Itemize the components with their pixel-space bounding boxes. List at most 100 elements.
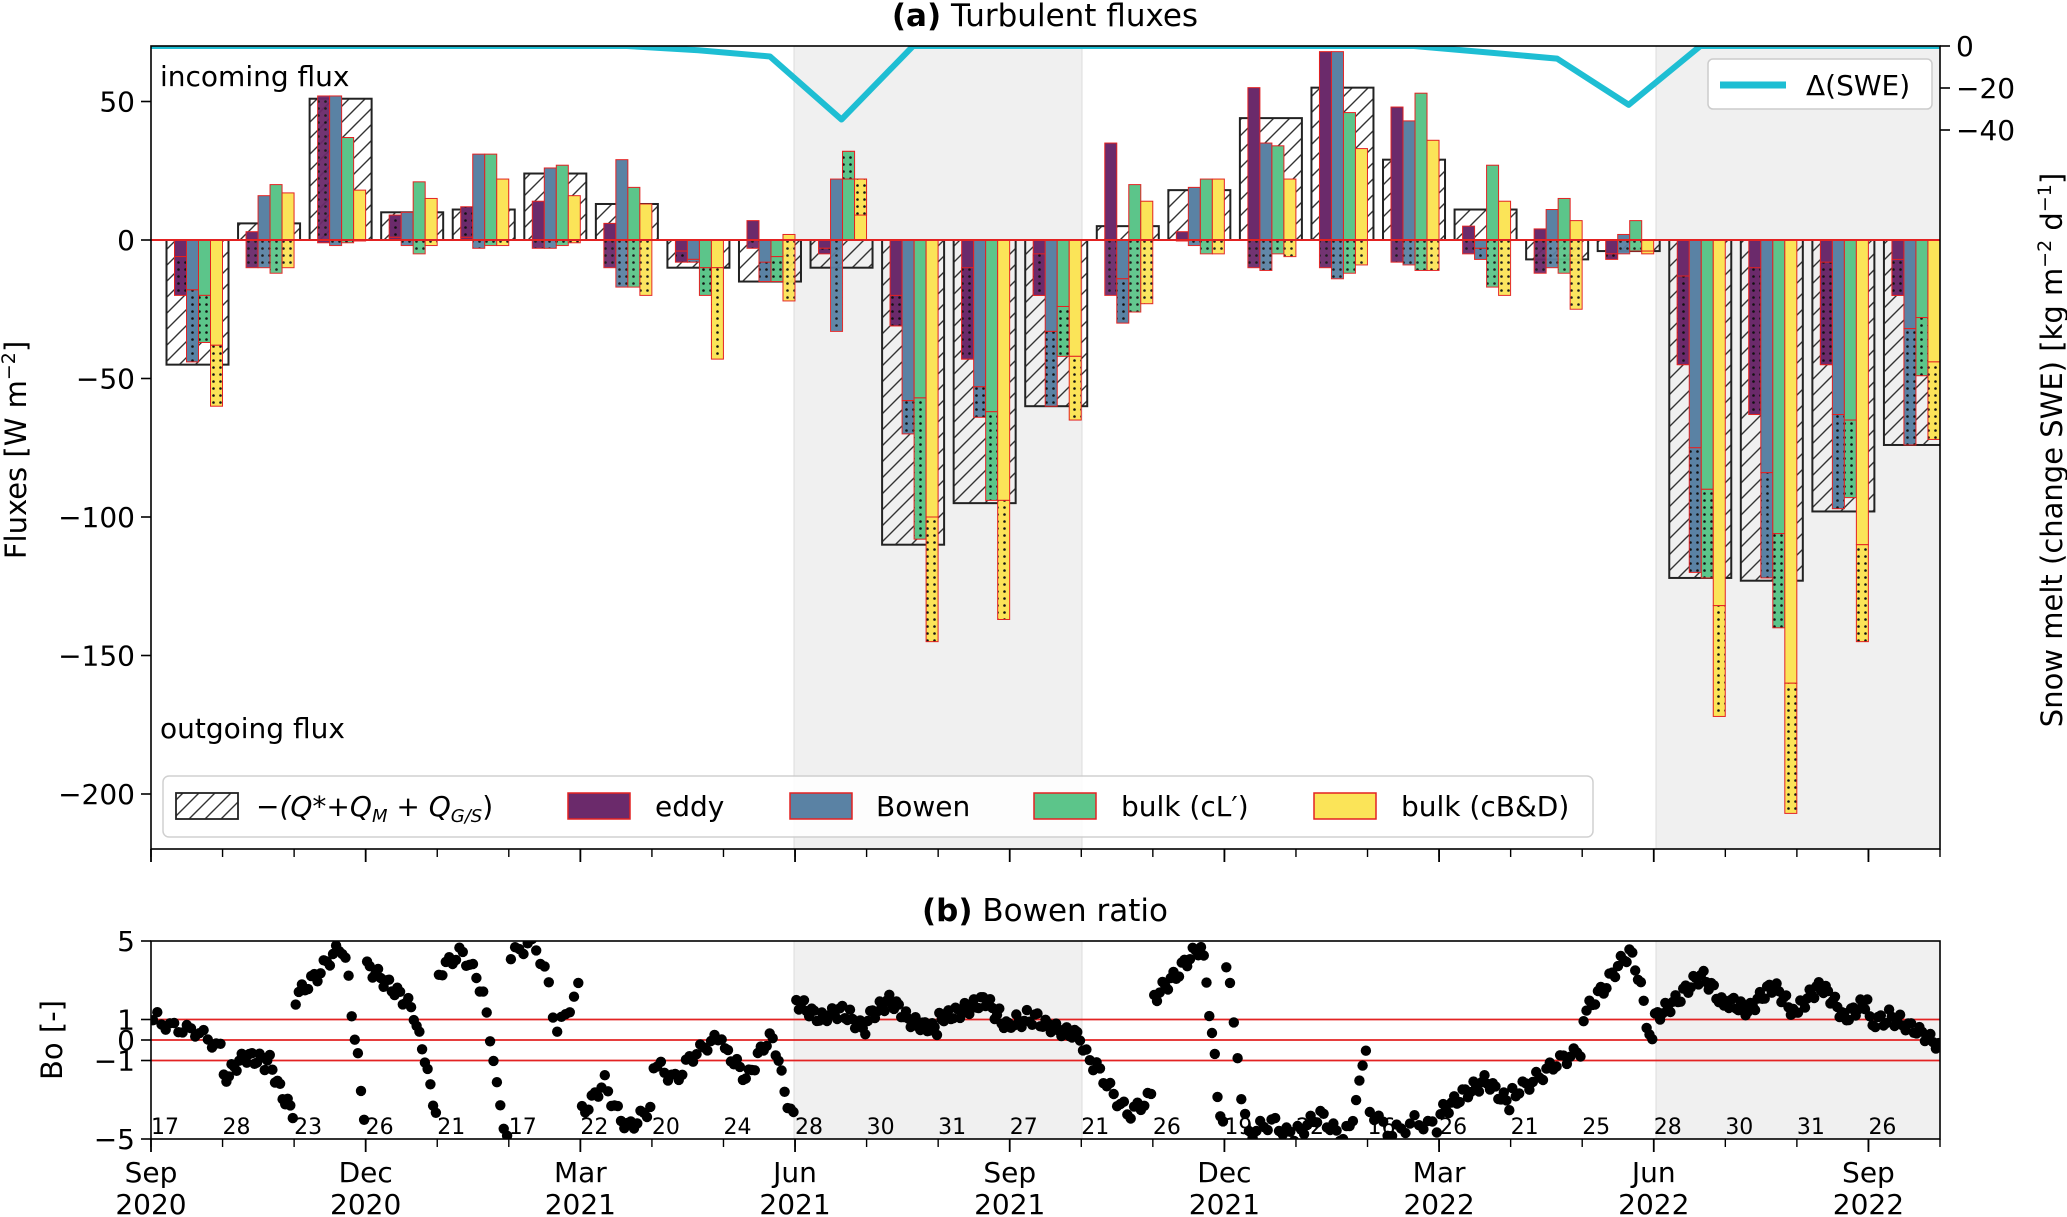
- bowen-point: [1404, 1118, 1416, 1129]
- bulk-cl-latent-bar: [1700, 488, 1714, 579]
- bowen-point: [884, 989, 895, 1000]
- eddy-latent-bar: [818, 247, 832, 255]
- panel-b-title: (b) Bowen ratio: [922, 893, 1168, 929]
- day-count-label: 20: [652, 1115, 680, 1140]
- bowen-point: [1105, 1077, 1116, 1089]
- bowen-latent-bar: [901, 400, 915, 435]
- bowen-point: [612, 1100, 623, 1112]
- bulk-cbd-sensible-bar: [567, 195, 581, 241]
- bowen-point: [505, 954, 517, 965]
- bowen-point: [152, 1007, 163, 1018]
- bowen-point: [364, 961, 375, 972]
- bo-tick-label: 5: [117, 925, 135, 958]
- bowen-point: [1145, 1088, 1157, 1100]
- bowen-point: [457, 946, 468, 958]
- bulk-cbd-latent-bar: [1569, 239, 1583, 310]
- bowen-point: [1094, 1063, 1106, 1074]
- bowen-latent-bar: [186, 289, 199, 363]
- day-count-label: 17: [151, 1115, 179, 1140]
- bulk-cbd-latent-bar: [1712, 605, 1726, 717]
- bulk-cl-sensible-bar: [1128, 184, 1142, 241]
- y-tick-label: −200: [58, 778, 135, 811]
- bulk-cbd-sensible-bar: [925, 239, 939, 518]
- bowen-point: [552, 1026, 563, 1037]
- bowen-point: [1925, 1028, 1936, 1040]
- bowen-point: [422, 1063, 433, 1075]
- panel-a-title-bold: (a): [892, 0, 941, 34]
- bulk-cl-sensible-bar: [1843, 239, 1857, 421]
- bowen-point: [355, 1085, 367, 1097]
- bulk-cbd-sensible-bar: [1498, 200, 1512, 241]
- bulk-cbd-sensible-bar: [1140, 200, 1154, 241]
- bulk-cl-latent-bar: [1915, 317, 1929, 377]
- bowen-point: [860, 1029, 871, 1040]
- bowen-latent-bar: [1545, 239, 1559, 269]
- bowen-point: [467, 958, 479, 970]
- eddy-sensible-bar: [818, 239, 832, 249]
- bowen-point: [290, 999, 301, 1010]
- bowen-sensible-bar: [1903, 239, 1917, 330]
- bulk-cbd-sensible-bar: [997, 239, 1011, 501]
- bowen-point: [471, 972, 482, 984]
- bowen-sensible-bar: [472, 153, 486, 241]
- bowen-latent-bar: [686, 258, 700, 263]
- bowen-point: [1311, 1117, 1323, 1128]
- bowen-point: [450, 954, 462, 966]
- bulk-cl-sensible-bar: [1056, 239, 1070, 307]
- bowen-point: [1498, 1087, 1510, 1098]
- bowen-point: [1232, 1053, 1243, 1064]
- bowen-point: [403, 992, 414, 1004]
- panel-b-x-ticks: Sep2020Dec2020Mar2021Jun2021Sep2021Dec20…: [115, 1139, 1941, 1217]
- legend-residual-main: −(Q*+Q: [256, 790, 372, 823]
- eddy-latent-bar: [1676, 275, 1690, 366]
- bulk-cbd-latent-bar: [1211, 239, 1225, 255]
- bowen-point: [1221, 962, 1232, 973]
- bowen-sensible-bar: [329, 95, 343, 241]
- bowen-point: [691, 1049, 702, 1060]
- eddy-latent-bar: [1533, 239, 1547, 274]
- eddy-latent-bar: [245, 239, 259, 269]
- bulk-cbd-sensible-bar: [1354, 148, 1368, 241]
- bowen-point: [1771, 978, 1782, 989]
- x-year-label: 2022: [1403, 1188, 1474, 1217]
- eddy-sensible-bar: [1247, 87, 1261, 241]
- bowen-point: [929, 1021, 940, 1033]
- bowen-point: [1318, 1108, 1329, 1120]
- bulk-cbd-sensible-bar: [424, 197, 438, 241]
- bowen-latent-bar: [1760, 472, 1774, 579]
- swe-series: [151, 46, 1940, 123]
- bowen-point: [315, 968, 326, 979]
- y2-tick-label: −20: [1956, 72, 2015, 105]
- bulk-cbd-latent-bar: [1283, 239, 1297, 258]
- eddy-latent-bar: [603, 239, 617, 269]
- y2-tick-label: −40: [1956, 114, 2015, 147]
- bowen-point: [1354, 1075, 1365, 1086]
- bowen-point: [1364, 1106, 1376, 1118]
- bowen-point: [1454, 1096, 1465, 1108]
- bulk-cbd-sensible-bar: [210, 239, 223, 346]
- eddy-latent-bar: [961, 267, 975, 360]
- bowen-sensible-bar: [186, 239, 199, 291]
- x-month-label: Dec: [1197, 1156, 1251, 1189]
- day-count-label: 31: [1797, 1115, 1825, 1140]
- panel-b-bowen-ratio: (b) Bowen ratio 17 28 23 26 21 17 22 20 24 28 30 31…: [35, 893, 1941, 1217]
- bulk-cl-sensible-bar: [1342, 112, 1356, 241]
- bowen-point: [1894, 1009, 1906, 1020]
- bulk-cbd-latent-bar: [210, 344, 223, 407]
- bulk-cl-sensible-bar: [1629, 220, 1643, 241]
- bowen-point: [1217, 1116, 1229, 1127]
- bowen-latent-bar: [1116, 278, 1130, 324]
- x-year-label: 2020: [330, 1188, 401, 1217]
- x-year-label: 2022: [1833, 1188, 1904, 1217]
- x-year-label: 2021: [545, 1188, 616, 1217]
- bowen-point: [287, 1112, 298, 1124]
- bulk-cbd-sensible-bar: [1569, 220, 1583, 241]
- legend-label-eddy: eddy: [655, 790, 724, 823]
- bulk-cl-latent-bar: [913, 397, 927, 540]
- bowen-point: [202, 1034, 213, 1045]
- bulk-cl-sensible-bar: [198, 239, 211, 296]
- bulk-cl-latent-bar: [1342, 239, 1356, 274]
- bowen-point: [1427, 1116, 1438, 1127]
- bowen-point: [568, 991, 580, 1002]
- x-month-label: Sep: [983, 1156, 1036, 1189]
